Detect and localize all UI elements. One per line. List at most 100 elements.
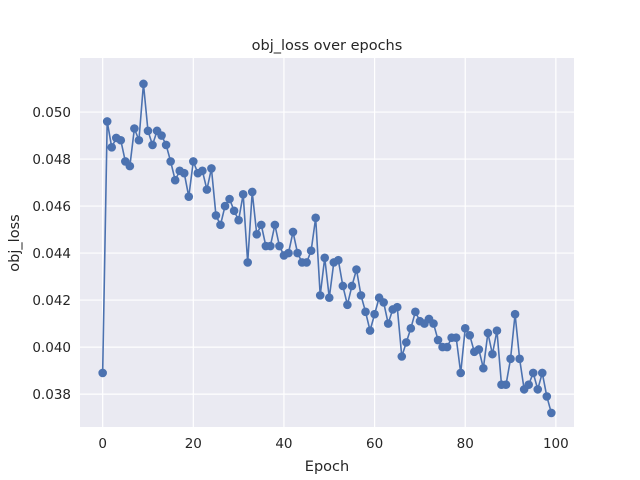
data-point [352, 265, 361, 274]
data-point [266, 241, 275, 251]
data-point [179, 168, 189, 178]
data-point [324, 293, 334, 303]
data-point [542, 392, 552, 401]
data-point [510, 309, 520, 319]
data-point [170, 175, 180, 185]
y-tick-label: 0.042 [32, 293, 71, 309]
data-point [479, 363, 488, 373]
data-point [370, 309, 379, 319]
data-point [537, 368, 547, 378]
x-axis-label: Epoch [305, 459, 349, 475]
data-point [270, 220, 280, 230]
data-point [247, 187, 257, 197]
data-point [207, 164, 216, 173]
data-point [379, 298, 388, 307]
data-point [451, 333, 461, 342]
data-point [125, 161, 135, 171]
plot-area [80, 58, 574, 427]
data-point [284, 248, 293, 258]
data-point [406, 323, 416, 333]
data-point [225, 194, 234, 204]
data-point [338, 281, 348, 291]
data-point [288, 227, 298, 237]
data-point [184, 192, 194, 201]
data-point [356, 291, 366, 300]
data-point [402, 338, 411, 347]
data-point [220, 201, 230, 211]
data-point [243, 258, 252, 267]
data-point [524, 380, 533, 389]
data-point [107, 143, 117, 152]
data-point [311, 213, 320, 223]
data-point [98, 368, 107, 378]
data-point [528, 368, 538, 378]
data-point [211, 211, 221, 220]
data-point [460, 323, 470, 333]
data-point [465, 331, 475, 340]
data-point [229, 206, 239, 216]
x-tick-label: 100 [543, 436, 569, 452]
y-axis-label: obj_loss [7, 214, 23, 271]
data-point [161, 140, 171, 150]
data-point [102, 117, 112, 126]
y-tick-label: 0.040 [32, 340, 71, 356]
data-point [411, 307, 420, 317]
data-point [189, 157, 198, 166]
y-tick-label: 0.044 [32, 246, 71, 262]
x-tick-label: 0 [98, 436, 107, 452]
data-point [397, 352, 407, 361]
data-point [275, 241, 284, 251]
x-tick-labels: 0 20 40 60 80 100 [98, 436, 568, 452]
data-point [365, 326, 375, 335]
data-point [361, 307, 370, 317]
data-point [139, 79, 148, 89]
data-point [474, 345, 484, 354]
data-point [302, 258, 311, 267]
data-point [198, 166, 207, 176]
data-point [429, 319, 438, 328]
data-point [383, 319, 393, 328]
x-tick-label: 20 [185, 436, 202, 452]
data-point [252, 229, 262, 239]
data-point [256, 220, 266, 230]
data-point [234, 215, 243, 225]
data-point [320, 253, 330, 263]
data-point [483, 328, 493, 338]
data-point [547, 408, 556, 418]
x-tick-label: 80 [457, 436, 474, 452]
data-point [433, 335, 443, 345]
data-point [134, 135, 144, 145]
y-tick-label: 0.050 [32, 105, 71, 121]
x-tick-label: 40 [275, 436, 292, 452]
data-point [347, 281, 357, 291]
data-point [506, 354, 515, 364]
data-point [392, 302, 402, 312]
data-points [98, 79, 556, 418]
data-point [306, 246, 316, 256]
data-point [456, 368, 465, 378]
data-point [488, 349, 497, 359]
data-point [533, 385, 543, 394]
data-point [216, 220, 225, 230]
y-tick-label: 0.046 [32, 199, 71, 215]
data-point [515, 354, 524, 364]
y-tick-label: 0.048 [32, 152, 71, 168]
data-point [157, 131, 166, 140]
data-point [442, 342, 452, 352]
x-tick-label: 60 [366, 436, 383, 452]
data-point [116, 135, 126, 145]
data-point [143, 126, 153, 136]
chart-title: obj_loss over epochs [252, 38, 403, 54]
data-point [148, 140, 157, 150]
data-point [166, 157, 175, 166]
data-point [501, 380, 511, 389]
data-point [238, 190, 248, 199]
y-tick-labels: 0.038 0.040 0.042 0.044 0.046 0.048 0.050 [32, 105, 71, 403]
data-point [315, 291, 325, 300]
data-point [130, 124, 139, 133]
data-point [492, 326, 502, 335]
data-point [343, 300, 352, 310]
y-tick-label: 0.038 [32, 387, 71, 403]
data-point [334, 255, 343, 265]
